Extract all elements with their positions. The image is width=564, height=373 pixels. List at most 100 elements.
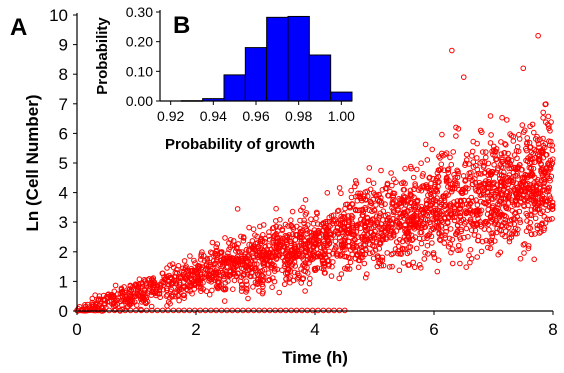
scatter-point	[335, 207, 342, 214]
scatter-point	[543, 101, 549, 107]
scatter-point	[214, 241, 221, 247]
scatter-point	[406, 236, 413, 243]
scatter-point	[490, 203, 496, 209]
scatter-point	[112, 282, 119, 289]
scatter-point	[480, 184, 487, 191]
scatter-point	[491, 184, 498, 191]
scatter-point	[323, 242, 330, 248]
scatter-point	[479, 129, 485, 136]
scatter-point	[486, 238, 493, 244]
scatter-point	[547, 166, 554, 172]
scatter-point	[538, 161, 544, 168]
scatter-point	[505, 200, 512, 206]
scatter-point	[485, 179, 492, 185]
scatter-point	[317, 230, 323, 236]
scatter-point	[360, 218, 367, 225]
scatter-point	[298, 280, 305, 286]
scatter-point	[377, 210, 384, 217]
scatter-point	[334, 225, 341, 231]
scatter-point	[528, 207, 535, 213]
scatter-point	[486, 227, 492, 233]
scatter-point	[435, 257, 442, 264]
scatter-point	[541, 195, 548, 202]
scatter-point	[534, 179, 541, 185]
scatter-point	[341, 220, 348, 226]
scatter-point	[454, 167, 460, 174]
scatter-point	[533, 198, 539, 204]
scatter-point	[475, 183, 481, 190]
main-y-tick-label: 1	[59, 272, 68, 291]
scatter-point	[375, 253, 381, 259]
scatter-point	[334, 208, 341, 214]
scatter-point	[361, 231, 367, 237]
scatter-point	[546, 122, 552, 129]
scatter-point	[273, 240, 280, 246]
scatter-point	[357, 225, 364, 232]
scatter-point	[187, 288, 193, 294]
scatter-point	[436, 167, 443, 174]
scatter-point	[402, 212, 409, 219]
scatter-point	[348, 194, 355, 201]
scatter-point	[225, 250, 231, 256]
scatter-point	[368, 229, 375, 236]
main-y-tick-label: 8	[59, 65, 68, 84]
scatter-point	[429, 240, 435, 246]
scatter-point	[445, 220, 451, 226]
scatter-point	[501, 150, 507, 156]
scatter-points	[74, 32, 556, 314]
scatter-point	[469, 153, 475, 159]
scatter-point	[288, 217, 294, 223]
scatter-point	[540, 135, 546, 142]
scatter-point	[350, 231, 356, 238]
scatter-point	[468, 169, 474, 176]
scatter-point	[256, 270, 263, 276]
scatter-point	[388, 170, 394, 176]
scatter-point	[543, 152, 549, 158]
scatter-point	[287, 238, 294, 245]
scatter-point	[442, 235, 449, 241]
histogram-bar	[287, 15, 310, 102]
histogram-panel: B Probability Probability of growth 0.00…	[92, 4, 362, 155]
scatter-point	[414, 166, 420, 173]
scatter-point	[479, 191, 485, 198]
scatter-point	[204, 255, 210, 262]
scatter-point	[429, 146, 436, 153]
scatter-point	[325, 237, 332, 243]
scatter-point	[549, 147, 556, 153]
scatter-point	[163, 293, 170, 299]
scatter-point	[269, 261, 276, 267]
scatter-point	[483, 154, 489, 161]
scatter-point	[530, 165, 537, 172]
scatter-point	[92, 292, 98, 299]
scatter-point	[404, 250, 411, 257]
scatter-point	[514, 155, 520, 162]
scatter-point	[303, 249, 310, 255]
scatter-point	[352, 183, 358, 190]
main-x-tick-label: 8	[548, 320, 557, 339]
scatter-point	[408, 165, 415, 172]
scatter-point	[524, 139, 530, 146]
scatter-point	[198, 251, 204, 258]
scatter-point	[471, 232, 478, 238]
scatter-point	[330, 220, 336, 227]
scatter-point	[195, 284, 202, 290]
scatter-point	[141, 277, 148, 283]
scatter-point	[326, 261, 333, 268]
scatter-point	[393, 179, 399, 185]
scatter-point	[127, 286, 133, 292]
scatter-point	[458, 198, 464, 205]
scatter-point	[167, 274, 173, 281]
main-y-tick-label: 10	[49, 6, 68, 25]
scatter-point	[433, 186, 440, 193]
scatter-point	[531, 129, 537, 136]
scatter-point	[342, 265, 348, 272]
scatter-point	[533, 195, 539, 202]
histogram-bar	[223, 74, 246, 102]
scatter-point	[408, 216, 415, 223]
scatter-point	[355, 264, 362, 271]
scatter-point	[499, 114, 505, 121]
scatter-point	[546, 204, 553, 211]
scatter-point	[433, 215, 440, 222]
main-y-tick-label: 6	[59, 124, 68, 143]
scatter-point	[436, 230, 442, 236]
